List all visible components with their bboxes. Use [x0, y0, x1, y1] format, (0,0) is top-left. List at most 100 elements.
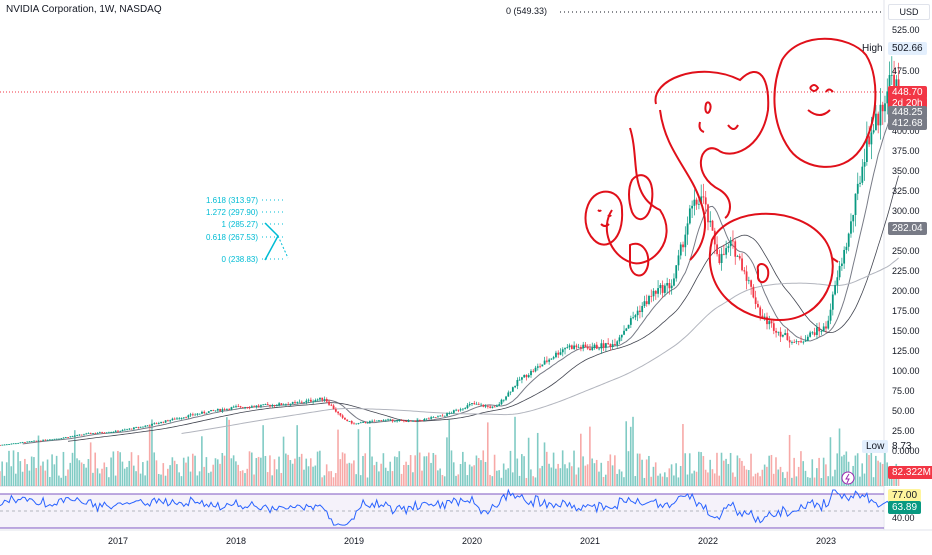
volume-bar: [448, 419, 451, 486]
candle-body: [722, 253, 725, 255]
candle-body: [607, 343, 610, 345]
candle-body: [5, 444, 8, 446]
volume-bar: [142, 462, 144, 486]
candle-body: [602, 343, 605, 348]
volume-bar: [17, 452, 19, 486]
volume-bar: [861, 463, 864, 486]
volume-bar: [119, 452, 121, 486]
volume-bar: [727, 463, 730, 486]
candle-body: [180, 418, 183, 419]
candle-body: [584, 344, 587, 347]
candle-body: [804, 340, 807, 342]
volume-bar: [545, 451, 548, 486]
candle-body: [196, 413, 199, 415]
candle-body: [505, 396, 507, 400]
volume-bar: [398, 451, 401, 486]
candle-body: [160, 421, 163, 424]
fib-extension-tool[interactable]: [264, 222, 289, 261]
candle-body: [237, 406, 240, 408]
price-tick: 50.00: [892, 405, 915, 416]
volume-bar: [405, 461, 407, 486]
price-tick: 325.00: [892, 185, 920, 196]
volume-bar: [312, 466, 314, 486]
candle-body: [464, 408, 467, 409]
candle-body: [21, 442, 24, 444]
candle-body: [636, 310, 639, 316]
candle-body: [480, 404, 482, 406]
candle-body: [552, 357, 555, 359]
candle-body: [303, 402, 305, 404]
volume-bar: [160, 474, 162, 486]
volume-bar: [371, 456, 373, 486]
volume-bar: [89, 442, 92, 486]
volume-bar: [230, 458, 233, 486]
candle-body: [26, 441, 29, 443]
candle-body: [573, 345, 576, 349]
candle-body: [663, 285, 666, 293]
volume-bar: [139, 473, 142, 486]
price-tick: 75.00: [892, 385, 915, 396]
price-tick: 300.00: [892, 205, 920, 216]
volume-bar: [809, 477, 811, 486]
fib-top-label: 0 (549.33): [506, 6, 548, 16]
volume-bar: [321, 477, 323, 486]
time-tick: 2020: [462, 536, 483, 546]
candle-body: [759, 307, 762, 316]
candle-body: [393, 421, 396, 423]
volume-bar: [346, 463, 348, 486]
volume-bar: [353, 460, 355, 486]
candle-body: [707, 204, 709, 223]
volume-bar: [840, 456, 843, 486]
volume-bar: [870, 441, 873, 486]
candle-body: [806, 336, 809, 341]
candle-body: [1, 444, 4, 446]
time-tick: 2021: [580, 536, 601, 546]
candle-body: [55, 438, 58, 440]
currency-label[interactable]: USD: [888, 4, 930, 20]
volume-bar: [890, 472, 893, 486]
volume-bar: [888, 476, 891, 486]
volume-bar: [627, 451, 630, 486]
price-tick: 150.00: [892, 325, 920, 336]
volume-bar: [691, 473, 693, 486]
volume-bar: [94, 452, 97, 486]
volume-bar: [893, 474, 895, 486]
volume-bar: [673, 475, 675, 486]
doodle-face-top: [807, 84, 834, 116]
candle-body: [157, 423, 160, 424]
volume-bar: [607, 460, 609, 486]
volume-bar: [228, 419, 230, 486]
candle-body: [536, 366, 539, 368]
volume-bar: [319, 450, 321, 486]
candle-body: [421, 420, 423, 422]
volume-bar: [616, 473, 618, 486]
candle-body: [831, 294, 834, 310]
volume-bar: [167, 468, 169, 486]
volume-bar: [702, 456, 705, 486]
volume-bar: [654, 462, 657, 486]
candle-body: [130, 428, 133, 430]
candle-body: [654, 290, 657, 294]
doodle-circle-peak: [628, 174, 654, 221]
volume-bar: [491, 476, 494, 486]
volume-bar: [561, 450, 564, 486]
candle-body: [870, 132, 873, 145]
volume-bar: [403, 464, 405, 486]
candle-body: [629, 318, 632, 325]
candle-body: [711, 220, 714, 231]
candle-body: [877, 113, 880, 126]
volume-bar: [37, 435, 40, 486]
last-price-badge: 448.70: [888, 86, 927, 99]
volume-bar: [591, 458, 593, 486]
red-annotations[interactable]: [584, 37, 877, 322]
moving-average-line: [68, 175, 900, 442]
candle-body: [496, 405, 498, 407]
high-value-badge: 502.66: [888, 42, 927, 55]
candle-body: [766, 316, 768, 325]
candle-body: [686, 223, 689, 235]
lightning-icon[interactable]: [841, 471, 855, 485]
candle-body: [19, 442, 22, 444]
candle-body: [398, 420, 401, 422]
